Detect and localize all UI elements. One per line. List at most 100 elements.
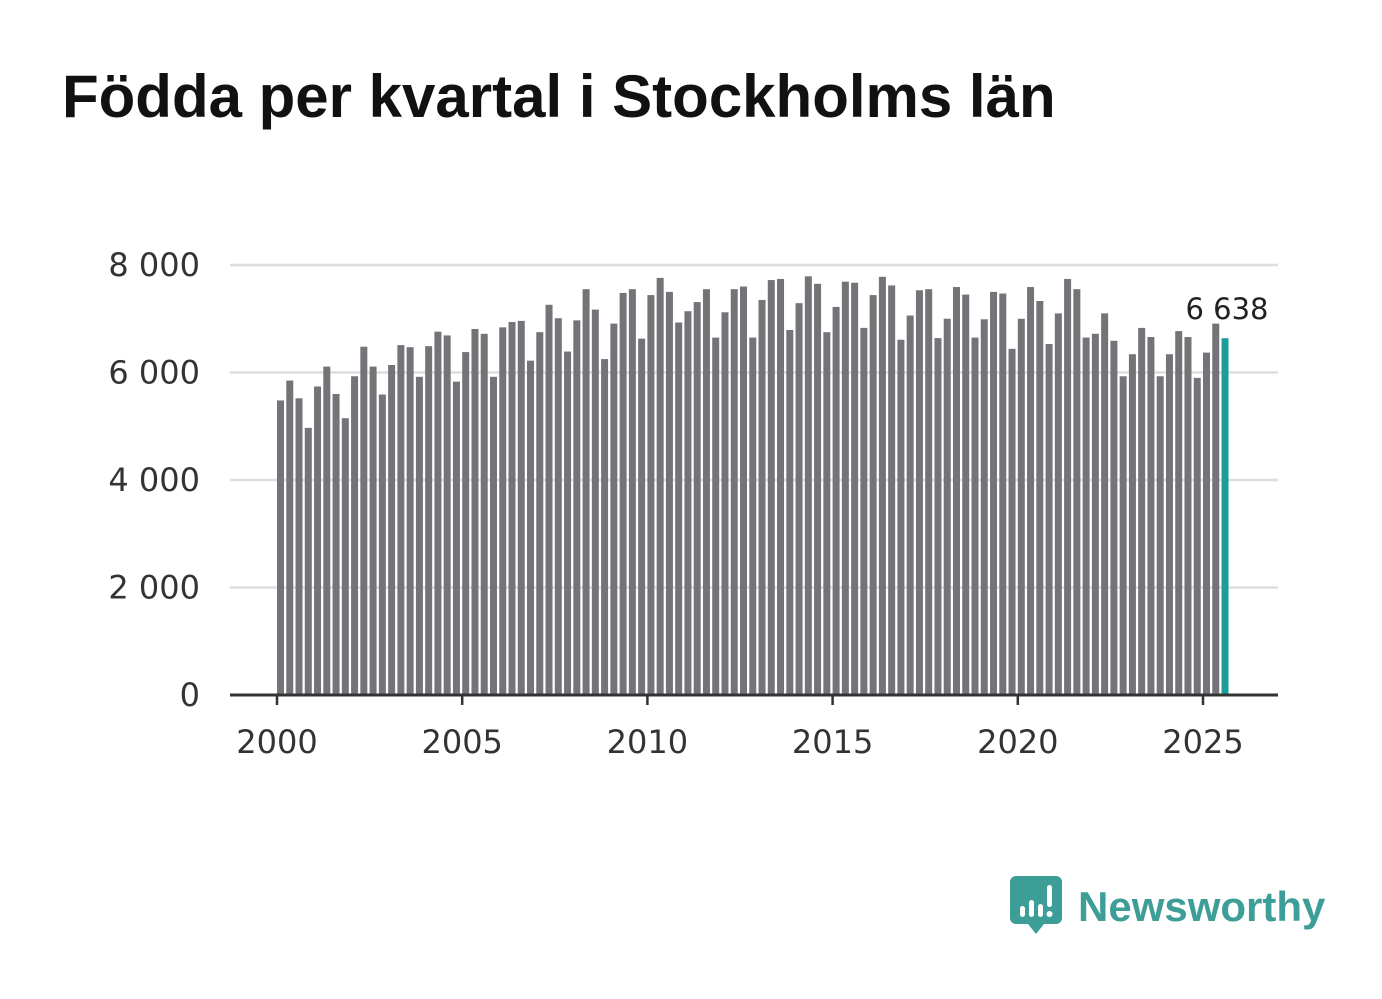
bar: [1212, 323, 1220, 695]
bar: [1017, 318, 1025, 695]
bar: [693, 302, 701, 695]
bar: [1073, 289, 1081, 695]
last-value-label: 6 638: [1185, 292, 1268, 326]
bar: [314, 386, 322, 695]
bar: [721, 312, 729, 695]
bar: [1054, 313, 1062, 695]
bar: [980, 319, 988, 695]
bar: [869, 295, 877, 695]
bar: [527, 360, 535, 695]
bar: [536, 332, 544, 695]
bar: [638, 338, 646, 695]
bar: [1165, 354, 1173, 695]
bar: [665, 291, 673, 695]
bar: [406, 347, 414, 695]
bar: [814, 283, 822, 695]
bar: [601, 359, 609, 695]
bar: [1101, 313, 1109, 695]
bar: [360, 346, 368, 695]
bar: [962, 294, 970, 695]
bar: [758, 299, 766, 695]
bar: [1082, 337, 1090, 695]
bar-chart: 0 2 000 4 000 6 000 8 000 2000 2005 2010 2015 202…: [108, 246, 1278, 761]
bar: [517, 320, 525, 695]
bar: [341, 418, 349, 695]
bar: [804, 276, 812, 695]
x-tick-label: 2015: [792, 723, 873, 761]
bar: [702, 289, 710, 695]
bar: [952, 287, 960, 695]
bar: [832, 306, 840, 695]
x-tick-label: 2010: [607, 723, 688, 761]
bar: [388, 364, 396, 695]
bar: [1045, 344, 1053, 695]
bar: [369, 366, 377, 695]
bar: [878, 276, 886, 695]
bar: [860, 327, 868, 695]
bar: [740, 286, 747, 695]
bar: [480, 333, 488, 695]
bar: [564, 351, 572, 695]
bar: [489, 376, 497, 695]
bar: [1091, 333, 1099, 695]
bar: [990, 291, 998, 695]
bar: [1036, 301, 1044, 695]
bar: [434, 331, 442, 695]
y-tick-label: 2 000: [108, 569, 200, 607]
bar: [1027, 287, 1035, 695]
bar: [656, 277, 664, 695]
bar: [462, 352, 470, 695]
bar: [1110, 340, 1118, 695]
bar: [795, 303, 803, 695]
bar: [304, 427, 312, 695]
bar: [906, 315, 914, 695]
bar: [1193, 377, 1201, 695]
bar: [286, 380, 294, 695]
bar: [841, 281, 849, 695]
bar: [415, 376, 423, 695]
bar: [851, 282, 859, 695]
bar: [397, 345, 405, 695]
bar: [1184, 337, 1192, 695]
x-tick-label: 2005: [421, 723, 502, 761]
bar: [915, 290, 923, 695]
brand-name: Newsworthy: [1078, 883, 1326, 930]
y-tick-label: 6 000: [108, 354, 200, 392]
bar: [1128, 354, 1136, 695]
bar: [351, 376, 359, 695]
bar: [675, 322, 683, 695]
bar: [628, 289, 636, 695]
bar: [499, 327, 507, 695]
bar: [1156, 376, 1164, 695]
bar: [332, 394, 340, 695]
bar: [897, 339, 905, 695]
bar: [730, 289, 738, 695]
bar: [684, 311, 692, 695]
bar: [1147, 337, 1155, 695]
bar: [443, 335, 451, 695]
bar: [888, 285, 896, 695]
bar: [573, 320, 581, 695]
bar: [1175, 331, 1183, 695]
bar: [471, 328, 479, 695]
bar: [425, 346, 433, 695]
y-tick-label: 0: [180, 676, 200, 714]
bar: [323, 366, 331, 695]
y-tick-label: 8 000: [108, 246, 200, 284]
bar: [647, 295, 655, 695]
bar: [452, 381, 460, 695]
bar: [295, 398, 303, 695]
bar: [1008, 348, 1016, 695]
bar: [508, 321, 516, 695]
bar: [925, 289, 933, 695]
bar: [1203, 352, 1210, 695]
bar: [767, 280, 775, 695]
bar: [999, 293, 1007, 695]
bar: [786, 330, 794, 695]
bar: [823, 332, 831, 695]
bar: [554, 318, 562, 695]
x-tick-label: 2000: [236, 723, 317, 761]
x-tick-label: 2020: [977, 723, 1058, 761]
bar: [1119, 376, 1127, 695]
bar: [591, 309, 599, 695]
